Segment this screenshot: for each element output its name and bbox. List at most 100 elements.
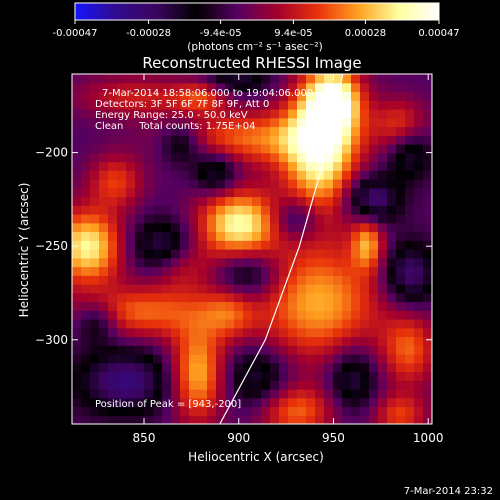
heatmap-cell bbox=[360, 257, 370, 268]
heatmap-cell bbox=[306, 100, 316, 110]
heatmap-cell bbox=[171, 327, 181, 338]
heatmap-cell bbox=[81, 82, 91, 93]
heatmap-cell bbox=[324, 222, 334, 233]
heatmap-cell bbox=[72, 205, 82, 215]
heatmap-cell bbox=[135, 345, 145, 355]
heatmap-cell bbox=[135, 144, 145, 154]
heatmap-cell bbox=[234, 345, 244, 355]
heatmap-cell bbox=[270, 91, 280, 101]
heatmap-cell bbox=[369, 319, 379, 329]
heatmap-cell bbox=[414, 179, 424, 189]
heatmap-cell bbox=[324, 144, 334, 154]
heatmap-cell bbox=[72, 371, 82, 381]
heatmap-cell bbox=[342, 109, 352, 119]
heatmap-cell bbox=[423, 74, 432, 84]
heatmap-cell bbox=[162, 389, 172, 399]
heatmap-cell bbox=[144, 371, 154, 381]
heatmap-cell bbox=[126, 109, 136, 119]
y-tick-label: −200 bbox=[35, 146, 68, 160]
heatmap-cell bbox=[360, 196, 370, 206]
heatmap-cell bbox=[90, 284, 100, 294]
heatmap-cell bbox=[405, 74, 415, 84]
heatmap-cell bbox=[342, 327, 352, 338]
heatmap-cell bbox=[180, 380, 190, 390]
heatmap-cell bbox=[225, 109, 235, 119]
heatmap-cell bbox=[153, 82, 163, 93]
heatmap-cell bbox=[315, 135, 325, 145]
heatmap-cell bbox=[180, 327, 190, 338]
heatmap-cell bbox=[279, 152, 289, 163]
heatmap-cell bbox=[288, 310, 298, 320]
heatmap-cell bbox=[180, 109, 190, 119]
heatmap-cell bbox=[252, 100, 262, 110]
heatmap-cell bbox=[189, 380, 199, 390]
heatmap-cell bbox=[135, 327, 145, 338]
heatmap-cell bbox=[108, 170, 118, 180]
heatmap-cell bbox=[387, 152, 397, 163]
heatmap-cell bbox=[324, 214, 334, 224]
heatmap-cell bbox=[144, 292, 154, 303]
heatmap-cell bbox=[153, 275, 163, 285]
heatmap-cell bbox=[198, 152, 208, 163]
heatmap-cell bbox=[378, 91, 388, 101]
heatmap-cell bbox=[207, 415, 217, 424]
heatmap-cell bbox=[414, 117, 424, 128]
heatmap-cell bbox=[306, 389, 316, 399]
heatmap-cell bbox=[423, 354, 432, 364]
heatmap-cell bbox=[414, 170, 424, 180]
heatmap-cell bbox=[288, 82, 298, 93]
heatmap-cell bbox=[297, 144, 307, 154]
heatmap-cell bbox=[216, 187, 226, 198]
annotation-peak-position: Position of Peak = [943,-200] bbox=[95, 399, 241, 410]
heatmap-cell bbox=[189, 135, 199, 145]
heatmap-cell bbox=[189, 82, 199, 93]
heatmap-cell bbox=[108, 152, 118, 163]
heatmap-cell bbox=[234, 126, 244, 136]
heatmap-cell bbox=[198, 170, 208, 180]
heatmap-cell bbox=[216, 161, 226, 171]
heatmap-cell bbox=[387, 354, 397, 364]
heatmap-cell bbox=[351, 74, 361, 84]
heatmap-cell bbox=[387, 144, 397, 154]
annotation-clean-counts: Clean Total counts: 1.75E+04 bbox=[95, 121, 255, 132]
heatmap-cell bbox=[189, 222, 199, 233]
heatmap-cell bbox=[297, 74, 307, 84]
heatmap-cell bbox=[189, 196, 199, 206]
heatmap-cell bbox=[423, 126, 432, 136]
heatmap-cell bbox=[216, 179, 226, 189]
heatmap-cell bbox=[81, 170, 91, 180]
heatmap-cell bbox=[396, 82, 406, 93]
heatmap-cell bbox=[90, 336, 100, 346]
heatmap-cell bbox=[117, 389, 127, 399]
heatmap-cell bbox=[207, 319, 217, 329]
heatmap-cell bbox=[81, 415, 91, 424]
heatmap-cell bbox=[252, 266, 262, 276]
heatmap-cell bbox=[378, 371, 388, 381]
heatmap-cell bbox=[405, 196, 415, 206]
heatmap-cell bbox=[72, 362, 82, 373]
heatmap-cell bbox=[144, 100, 154, 110]
heatmap-cell bbox=[387, 292, 397, 303]
heatmap-cell bbox=[243, 161, 253, 171]
heatmap-cell bbox=[333, 100, 343, 110]
heatmap-cell bbox=[252, 152, 262, 163]
heatmap-cell bbox=[171, 126, 181, 136]
heatmap-cell bbox=[189, 336, 199, 346]
heatmap-cell bbox=[270, 354, 280, 364]
heatmap-cell bbox=[99, 196, 109, 206]
heatmap-cell bbox=[333, 336, 343, 346]
heatmap-cell bbox=[198, 345, 208, 355]
heatmap-cell bbox=[288, 266, 298, 276]
heatmap-cell bbox=[117, 406, 127, 416]
heatmap-cell bbox=[135, 74, 145, 84]
heatmap-cell bbox=[369, 275, 379, 285]
heatmap-cell bbox=[243, 389, 253, 399]
heatmap-cell bbox=[306, 196, 316, 206]
heatmap-cell bbox=[90, 362, 100, 373]
heatmap-cell bbox=[225, 126, 235, 136]
heatmap-cell bbox=[324, 249, 334, 259]
heatmap-cell bbox=[126, 406, 136, 416]
heatmap-cell bbox=[180, 336, 190, 346]
heatmap-cell bbox=[108, 222, 118, 233]
heatmap-cell bbox=[90, 319, 100, 329]
